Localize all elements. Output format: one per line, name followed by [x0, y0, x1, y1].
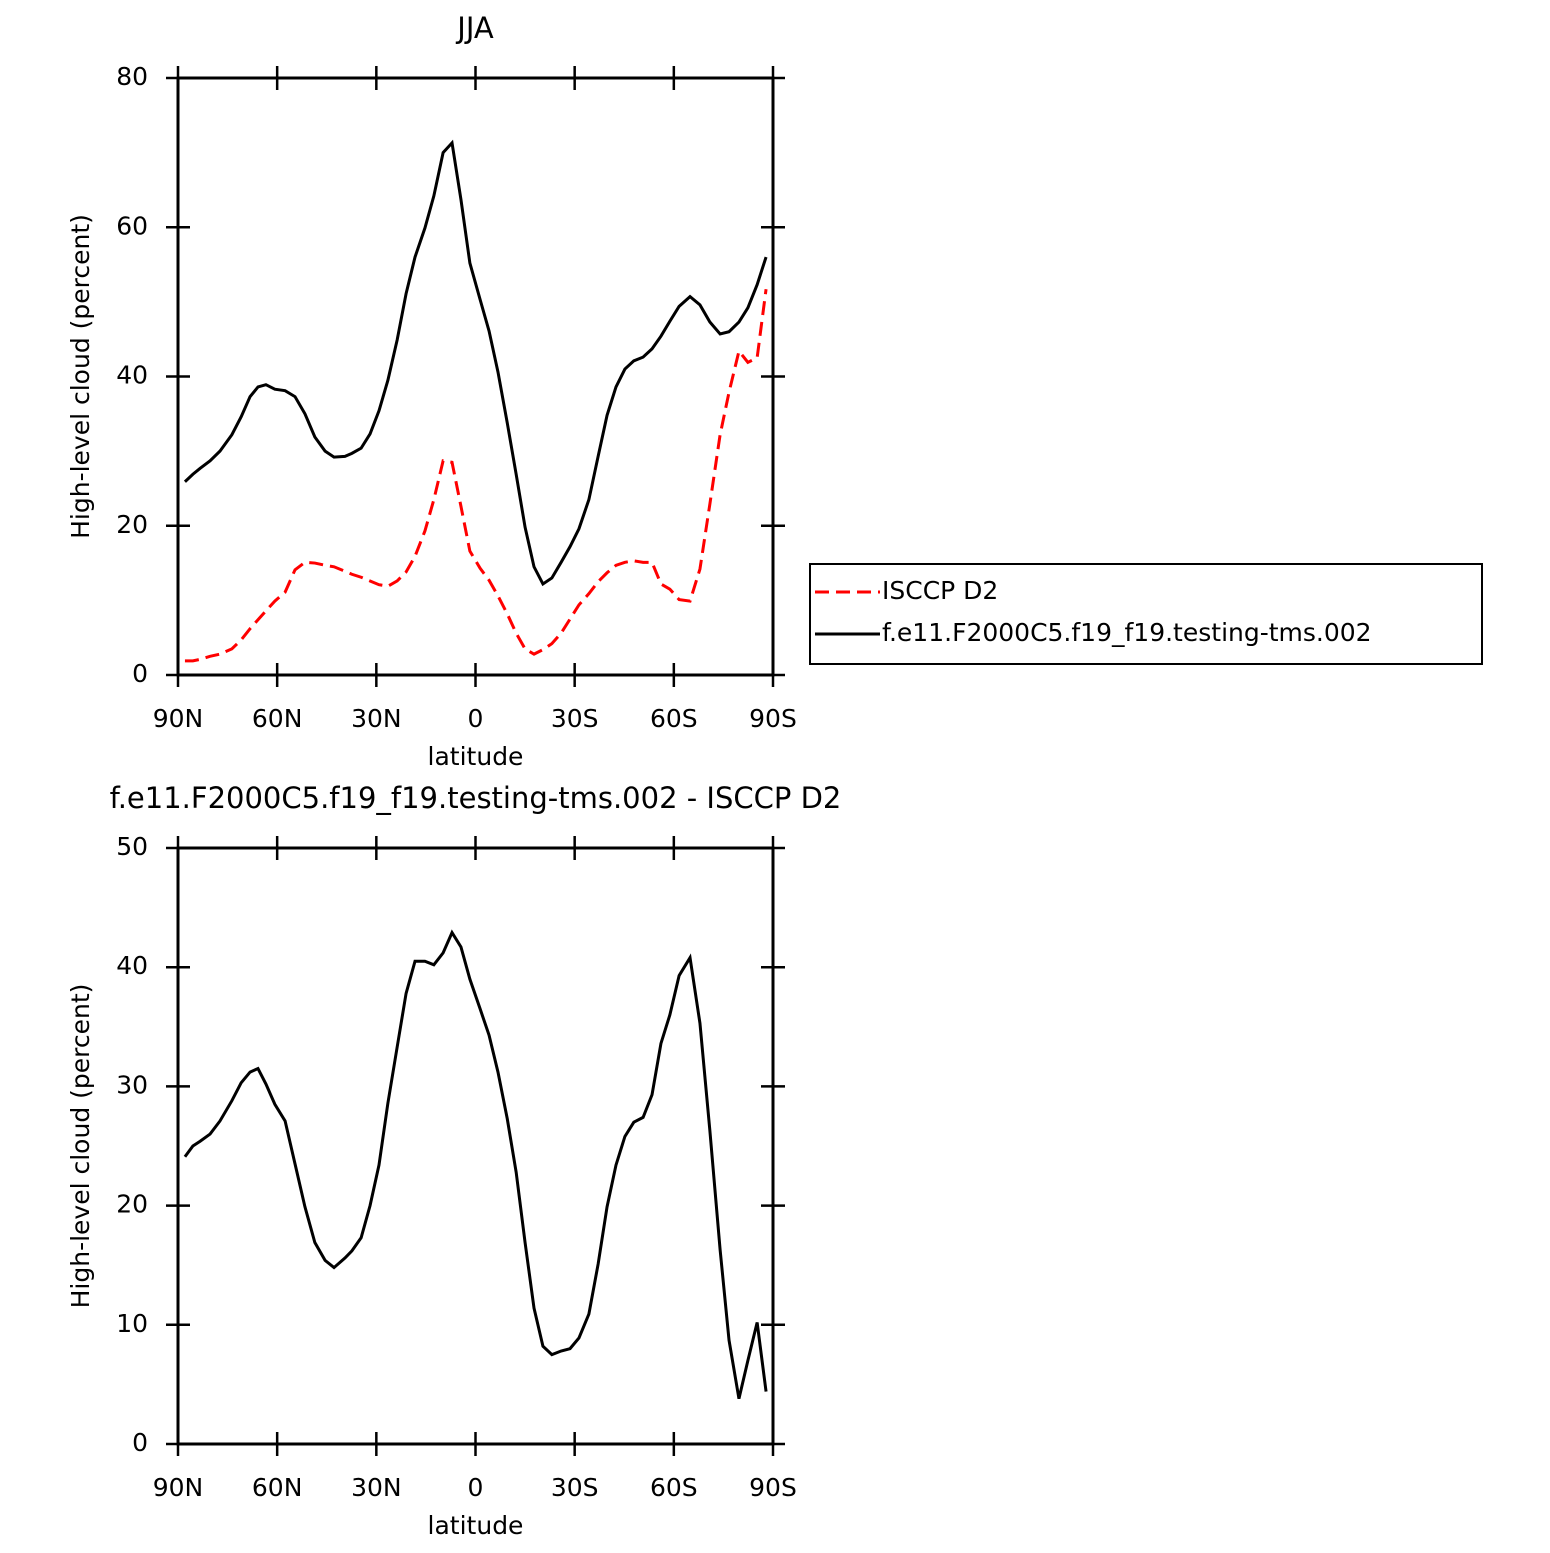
plot-frame — [176, 846, 775, 1446]
x-tick-label: 60S — [650, 1473, 698, 1502]
y-tick-label: 0 — [132, 1428, 148, 1457]
x-tick-label: 30N — [351, 1473, 402, 1502]
x-tick-label: 60N — [252, 704, 303, 733]
x-tick-label: 30S — [551, 704, 599, 733]
legend-label: ISCCP D2 — [882, 576, 998, 605]
y-tick-label: 40 — [116, 361, 148, 390]
x-tick-label: 0 — [468, 704, 484, 733]
data-line — [183, 139, 768, 587]
y-axis-label: High-level cloud (percent) — [66, 984, 95, 1309]
data-line — [184, 288, 768, 663]
x-tick-label: 90S — [749, 704, 797, 733]
y-axis-label: High-level cloud (percent) — [66, 214, 95, 539]
chart-title: JJA — [455, 11, 494, 45]
legend: ISCCP D2 f.e11.F2000C5.f19_f19.testing-tm… — [809, 563, 1483, 665]
y-tick-label: 0 — [132, 659, 148, 688]
legend-box — [809, 563, 1483, 665]
panel: f.e11.F2000C5.f19_f19.testing-tms.002 - … — [66, 781, 841, 1540]
y-tick-label: 10 — [116, 1309, 148, 1338]
y-tick-label: 30 — [116, 1070, 148, 1099]
chart-title: f.e11.F2000C5.f19_f19.testing-tms.002 - … — [110, 781, 842, 815]
y-tick-label: 60 — [116, 211, 148, 240]
panel: JJA 0 20 40 60 80 90N 60N 30N 0 30S 60S 90S latitude H… — [66, 11, 1483, 771]
x-tick-label: 30S — [551, 1473, 599, 1502]
x-tick-label: 90S — [749, 1473, 797, 1502]
legend-label: f.e11.F2000C5.f19_f19.testing-tms.002 — [882, 618, 1372, 647]
y-tick-label: 20 — [116, 510, 148, 539]
x-axis-label: latitude — [428, 1511, 524, 1540]
x-tick-label: 0 — [468, 1473, 484, 1502]
x-tick-label: 90N — [153, 1473, 204, 1502]
x-tick-label: 60N — [252, 1473, 303, 1502]
y-tick-label: 40 — [116, 951, 148, 980]
data-line — [183, 929, 768, 1400]
y-tick-label: 50 — [116, 832, 148, 861]
y-tick-label: 80 — [116, 62, 148, 91]
plot-frame — [176, 76, 775, 677]
x-tick-label: 60S — [650, 704, 698, 733]
x-tick-label: 30N — [351, 704, 402, 733]
y-tick-label: 20 — [116, 1190, 148, 1219]
x-axis-label: latitude — [428, 742, 524, 771]
x-tick-label: 90N — [153, 704, 204, 733]
